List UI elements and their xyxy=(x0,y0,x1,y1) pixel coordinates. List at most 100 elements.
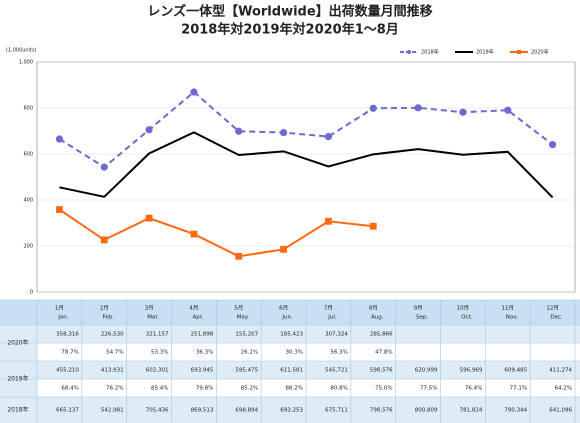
legend-label: 2020年 xyxy=(531,49,549,56)
row-header: 2020年 xyxy=(7,339,28,347)
table-ratio: 76.2% xyxy=(106,386,123,392)
table-value: 641,096 xyxy=(549,408,572,414)
point xyxy=(100,236,108,244)
table-value: 413,931 xyxy=(101,368,124,374)
point xyxy=(145,214,153,222)
point xyxy=(55,135,64,143)
table-value: 596,969 xyxy=(460,368,483,374)
table-ratio: 75.0% xyxy=(375,386,392,392)
month-label: 5月 xyxy=(234,305,243,312)
point xyxy=(325,217,332,225)
chart-subtitle: 2018年対2019年対2020年1～8月 xyxy=(181,22,399,38)
table-value: 411,274 xyxy=(549,368,572,374)
table-value: 455,210 xyxy=(56,368,79,374)
month-label: 1月 xyxy=(55,305,64,312)
table-value: 869,513 xyxy=(191,408,214,414)
month-label-en: Nov. xyxy=(506,315,518,321)
table-ratio: 78.7% xyxy=(61,350,78,356)
point xyxy=(548,140,557,149)
table-ratio: 56.3% xyxy=(330,350,347,356)
month-label-en: Jan. xyxy=(57,315,68,321)
table-ratio: 53.3% xyxy=(151,350,168,356)
table-value: 698,894 xyxy=(235,408,258,414)
point xyxy=(369,104,377,112)
plot-area xyxy=(36,61,576,293)
point xyxy=(280,245,287,253)
table-value: 620,999 xyxy=(415,368,438,374)
point xyxy=(145,126,153,134)
table-value: 545,721 xyxy=(325,368,348,374)
point xyxy=(414,104,422,112)
point xyxy=(190,88,198,96)
month-label-en: Oct. xyxy=(461,315,473,321)
table-value: 602,301 xyxy=(146,368,169,374)
table-ratio: 47.8% xyxy=(375,350,392,356)
point xyxy=(459,108,467,116)
table-ratio: 68.4% xyxy=(61,386,78,392)
month-label: 4月 xyxy=(189,305,198,312)
table-row xyxy=(0,361,580,379)
y-tick-label: 600 xyxy=(23,152,33,158)
point xyxy=(235,127,243,135)
month-label: 11月 xyxy=(502,305,515,312)
month-label-en: Sep. xyxy=(416,315,428,321)
month-label: 3月 xyxy=(145,305,154,312)
table-ratio: 77.5% xyxy=(420,386,437,392)
point xyxy=(369,222,377,230)
table-row xyxy=(0,325,580,343)
series-line xyxy=(59,131,554,199)
month-label: 7月 xyxy=(324,305,333,312)
month-label-en: Jul. xyxy=(327,315,337,321)
table-value: 155,207 xyxy=(235,332,258,338)
month-label-en: Feb. xyxy=(103,315,115,321)
table-value: 307,324 xyxy=(325,332,348,338)
month-label: 8月 xyxy=(369,305,378,312)
point xyxy=(100,163,108,171)
table-value: 598,576 xyxy=(370,368,393,374)
month-label-en: Aug. xyxy=(371,315,384,321)
table-ratio: 88.2% xyxy=(286,386,303,392)
legend-label: 2019年 xyxy=(476,49,494,56)
table-ratio: 85.4% xyxy=(151,386,168,392)
table-value: 251,898 xyxy=(191,332,214,338)
table-ratio: 77.1% xyxy=(510,386,527,392)
series-line xyxy=(58,90,554,169)
table-value: 781,824 xyxy=(460,408,483,414)
month-label: 6月 xyxy=(279,305,288,312)
table-ratio: 76.4% xyxy=(465,386,482,392)
table-value: 542,981 xyxy=(101,408,124,414)
table-ratio: 26.1% xyxy=(241,350,258,356)
chart-title: レンズ一体型【Worldwide】出荷数量月間推移 xyxy=(147,4,432,20)
row-header: 2018年 xyxy=(7,406,28,414)
point xyxy=(235,252,243,260)
table-value: 321,157 xyxy=(146,332,169,338)
table-value: 611,581 xyxy=(280,368,303,374)
table-rowhead xyxy=(0,325,37,423)
table-row xyxy=(0,379,580,397)
point xyxy=(190,230,198,238)
y-tick-label: 1,000 xyxy=(19,60,33,66)
table-ratio: 54.7% xyxy=(106,350,123,356)
month-label-en: Apr. xyxy=(193,315,204,321)
y-tick-label: 200 xyxy=(23,244,33,250)
series-line xyxy=(58,208,374,258)
table-value: 705,436 xyxy=(146,408,169,414)
table-row xyxy=(0,343,580,361)
table-value: 693,253 xyxy=(280,408,303,414)
table-value: 798,576 xyxy=(370,408,393,414)
month-label-en: Mar. xyxy=(147,315,159,321)
table-value: 693,945 xyxy=(191,368,214,374)
y-tick-label: 400 xyxy=(23,198,33,204)
table-value: 226,530 xyxy=(101,332,124,338)
table-value: 285,866 xyxy=(370,332,393,338)
table-ratio: 80.8% xyxy=(330,386,347,392)
month-label: 2月 xyxy=(100,305,109,312)
table-value: 595,475 xyxy=(235,368,258,374)
table-row xyxy=(0,397,580,423)
point xyxy=(324,132,333,141)
month-label: 10月 xyxy=(457,305,470,312)
row-header: 2019年 xyxy=(7,375,28,383)
table-ratio: 79.8% xyxy=(196,386,213,392)
table-value: 790,344 xyxy=(504,408,527,414)
table-row xyxy=(0,300,580,325)
